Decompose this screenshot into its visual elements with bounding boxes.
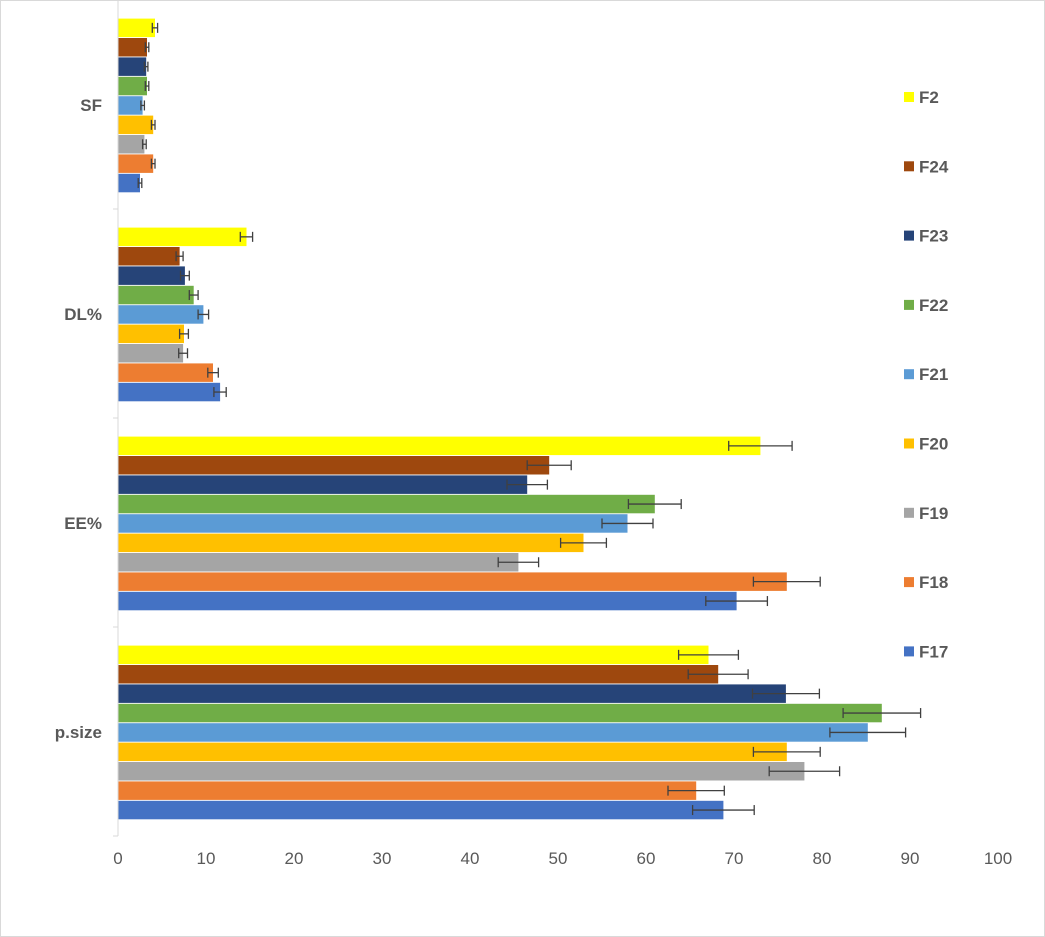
bar-f17-psize	[118, 800, 724, 820]
bar-f2-ee	[118, 436, 761, 456]
axes-layer: p.size EE% DL% SF 0 10 20 30 40 50 60 70 80 90 100	[55, 0, 1012, 868]
bar-f18-ee	[118, 572, 787, 591]
legend-swatch-f18	[904, 577, 914, 588]
bar-f20-ee	[118, 533, 584, 553]
bar-f23-dl	[118, 266, 185, 285]
x-tick-label: 90	[901, 849, 920, 868]
x-tick-label: 100	[984, 849, 1012, 868]
bar-f24-dl	[118, 247, 180, 266]
legend-label-f2: F2	[919, 88, 939, 107]
legend-swatch-f23	[904, 230, 914, 241]
x-tick-label: 40	[461, 849, 480, 868]
bar-f22-psize	[118, 703, 882, 723]
bar-f19-dl	[118, 344, 184, 363]
legend-swatch-f22	[904, 299, 914, 310]
bar-f22-ee	[118, 494, 655, 514]
bar-f19-psize	[118, 762, 805, 781]
bar-f18-dl	[118, 363, 213, 382]
legend-swatch-f20	[904, 438, 914, 449]
legend-label-f21: F21	[919, 365, 948, 384]
bar-f17-dl	[118, 382, 221, 402]
x-tick-label: 50	[549, 849, 568, 868]
x-tick-label: 10	[197, 849, 216, 868]
legend-swatch-f24	[904, 161, 914, 172]
legend-label-f23: F23	[919, 227, 948, 246]
category-label: p.size	[55, 723, 102, 742]
legend-swatch-f19	[904, 507, 914, 518]
bar-f18-psize	[118, 781, 697, 800]
legend-swatch-f2	[904, 92, 914, 102]
bar-f20-psize	[118, 742, 787, 762]
legend-label-f24: F24	[919, 157, 949, 176]
bar-f23-ee	[118, 475, 528, 494]
category-label: DL%	[64, 305, 102, 324]
legend-label-f17: F17	[919, 642, 948, 661]
legend-label-f19: F19	[919, 504, 948, 523]
bar-f20-dl	[118, 324, 184, 344]
bar-f21-dl	[118, 305, 204, 324]
bar-f23-sf	[118, 57, 147, 76]
x-tick-label: 60	[637, 849, 656, 868]
x-tick-label: 30	[373, 849, 392, 868]
bar-f19-ee	[118, 553, 519, 572]
bar-f21-sf	[118, 96, 143, 115]
bar-f19-sf	[118, 135, 145, 154]
legend-label-f20: F20	[919, 435, 948, 454]
legend: F2 F24 F23 F22 F21 F20 F19 F18 F17	[904, 88, 949, 661]
bar-f23-psize	[118, 684, 786, 703]
x-tick-label: 20	[285, 849, 304, 868]
bar-f22-dl	[118, 285, 194, 305]
x-tick-label: 70	[725, 849, 744, 868]
bar-f17-sf	[118, 173, 140, 193]
legend-swatch-f21	[904, 369, 914, 380]
bar-f2-dl	[118, 227, 247, 247]
bar-f24-psize	[118, 665, 719, 684]
bar-f17-ee	[118, 591, 737, 611]
x-tick-label: 80	[813, 849, 832, 868]
bars-layer	[118, 18, 922, 820]
category-label: SF	[80, 96, 102, 115]
legend-swatch-f17	[904, 646, 914, 657]
bar-f2-psize	[118, 645, 709, 665]
bar-f2-sf	[118, 18, 155, 38]
bar-f21-ee	[118, 514, 628, 533]
bar-f18-sf	[118, 154, 154, 173]
bar-f22-sf	[118, 76, 147, 96]
bar-f24-ee	[118, 456, 550, 475]
bar-f24-sf	[118, 38, 147, 57]
x-tick-label: 0	[113, 849, 122, 868]
bar-f21-psize	[118, 723, 868, 742]
legend-label-f18: F18	[919, 573, 948, 592]
bar-f20-sf	[118, 115, 154, 135]
category-label: EE%	[64, 514, 102, 533]
legend-label-f22: F22	[919, 296, 948, 315]
